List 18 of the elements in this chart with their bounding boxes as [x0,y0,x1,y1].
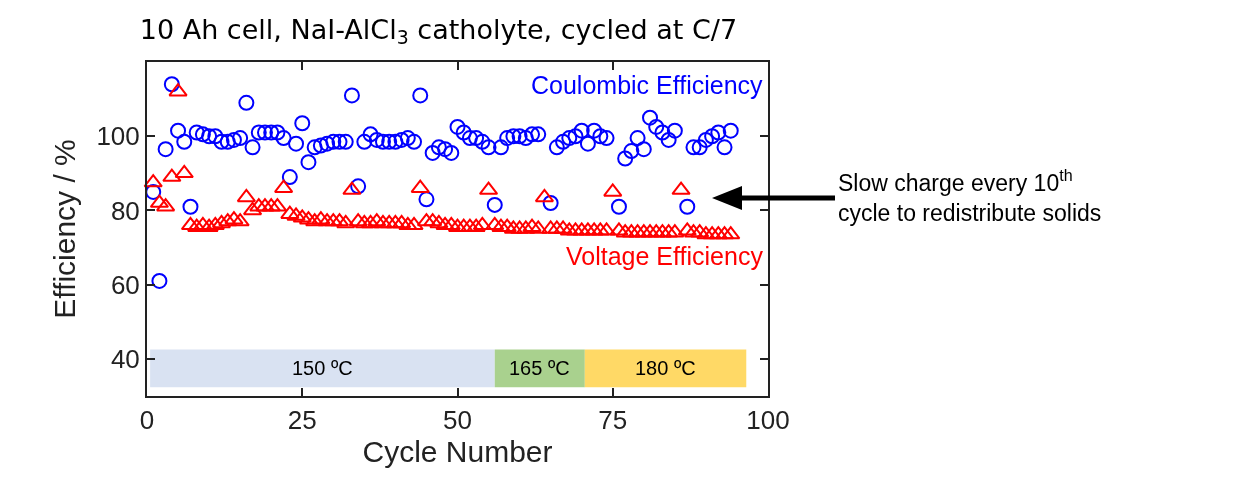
band-label: 165 ºC [509,357,570,379]
series-label: Voltage Efficiency [566,242,764,270]
band-label: 150 ºC [292,357,353,379]
chart-title: 10 Ah cell, NaI-AlCl$_{3}$ catholyte, cycled at C/7 [139,13,738,49]
text: Slow charge every 10$^{th}$ cycle to redistribute solids [838,166,1102,226]
y-tick-label: 40 [110,343,140,374]
y-tick-label: 80 [110,195,140,226]
x-tick-label: 50 [443,405,472,436]
x-tick-label: 25 [287,405,317,436]
band-label: 180 ºC [635,357,696,379]
x-tick-label: 75 [598,405,628,436]
x-axis-title: Cycle Number [362,435,553,469]
x-tick-label: 100 [746,405,790,436]
y-tick-label: 60 [110,269,140,300]
series-label: Coulombic Efficiency [531,71,764,99]
x-tick-label: 0 [139,405,155,436]
y-axis-title: Efficiency / % [47,139,81,319]
y-tick-label: 100 [96,121,140,152]
